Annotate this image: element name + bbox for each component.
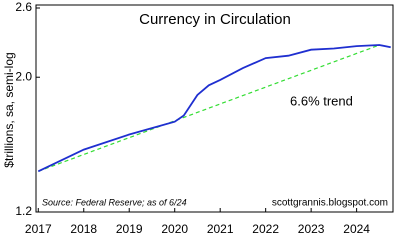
watermark: scottgrannis.blogspot.com [272,198,388,209]
trend-label: 6.6% trend [290,93,353,108]
x-tick-label: 2020 [161,222,188,236]
y-tick-label: 1.2 [15,204,32,218]
plot-frame [35,4,394,213]
x-tick-label: 2019 [116,222,143,236]
data-line [37,44,391,173]
x-tick-label: 2024 [343,222,370,236]
y-tick-label: 2.0 [15,69,32,83]
x-tick-label: 2018 [70,222,97,236]
trend-line [38,44,380,172]
y-axis-label: $trillions, sa, semi-log [2,52,16,167]
source-note: Source: Federal Reserve; as of 6/24 [42,197,187,207]
x-tick-label: 2021 [207,222,234,236]
chart-title: Currency in Circulation [139,11,291,28]
x-tick-label: 2023 [298,222,325,236]
x-tick-label: 2017 [25,222,52,236]
y-tick-label: 2.6 [15,0,32,14]
x-tick-label: 2022 [252,222,279,236]
